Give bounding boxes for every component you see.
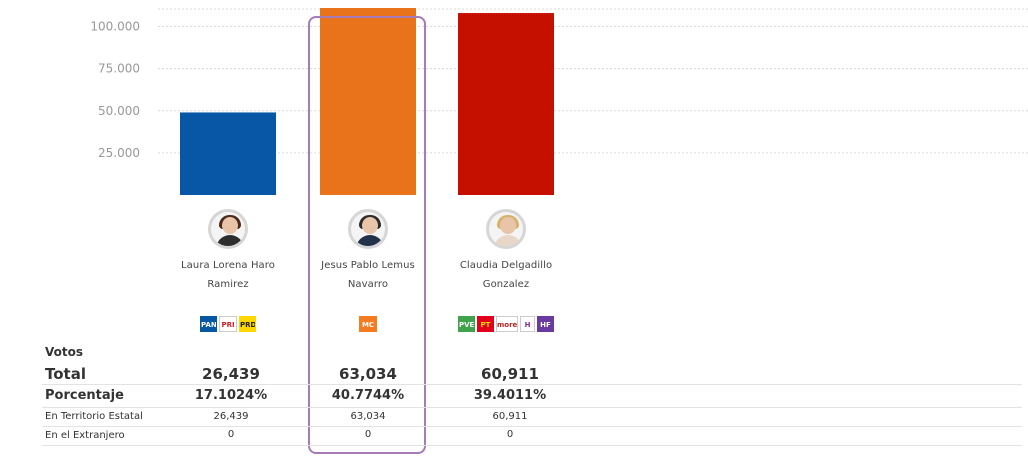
candidate-name-line2: Ramirez (207, 279, 249, 290)
territorio-cell: 26,439 (213, 411, 249, 422)
party-logos: MC (359, 316, 377, 332)
party-logo-pan-icon: PAN (200, 316, 217, 332)
party-logo-hf-icon: HF (537, 316, 554, 332)
candidate-name-line1: Claudia Delgadillo (459, 260, 553, 271)
table-divider (42, 407, 1022, 408)
candidate-photo-woman-dark-hair-icon (208, 209, 248, 249)
party-logo-morena-icon: morena (496, 316, 518, 332)
candidate-name-line2: Navarro (347, 279, 389, 290)
bar-3[interactable] (458, 13, 554, 196)
party-logo-mc-icon: MC (359, 316, 377, 332)
party-logo-pvem-icon: PVEM (458, 316, 475, 332)
candidate-photo-man-icon (348, 209, 388, 249)
bar-1[interactable] (180, 112, 276, 195)
percentage-cell: 40.7744% (331, 388, 405, 403)
extranjero-cell: 0 (364, 429, 372, 440)
extranjero-cell: 0 (227, 429, 235, 440)
party-logo-pri-icon: PRI (219, 316, 237, 332)
percentage-cell: 17.1024% (194, 388, 268, 403)
bar-2[interactable] (320, 8, 416, 195)
territorio-cell: 60,911 (492, 411, 528, 422)
extranjero-label: En el Extranjero (45, 430, 125, 441)
y-tick-label: 50.000 (98, 104, 140, 118)
territorio-cell: 63,034 (350, 411, 386, 422)
candidate-name-line1: Jesus Pablo Lemus (321, 260, 415, 271)
extranjero-cell: 0 (506, 429, 514, 440)
candidate-photo-woman-blonde-icon (486, 209, 526, 249)
bar-chart: 25.000 50.000 75.000 100.000 (90, 8, 1028, 196)
y-tick-label: 75.000 (98, 62, 140, 76)
territorio-label: En Territorio Estatal (45, 411, 143, 422)
party-logos: PAN PRI PRD (200, 316, 256, 332)
porcentaje-label: Porcentaje (45, 388, 124, 403)
table-divider (42, 445, 1022, 446)
total-cell: 63,034 (339, 365, 397, 383)
total-cell: 60,911 (481, 365, 539, 383)
table-divider (42, 384, 1022, 385)
party-logo-prd-icon: PRD (239, 316, 256, 332)
percentage-cell: 39.4011% (473, 388, 547, 403)
winner-highlight-frame (308, 16, 426, 454)
party-logo-h-icon: H (520, 316, 535, 332)
votos-label: Votos (45, 345, 83, 359)
party-logo-pt-icon: PT (477, 316, 494, 332)
candidate-name-line1: Laura Lorena Haro (180, 260, 275, 271)
table-divider (42, 426, 1022, 427)
party-logos: PVEMPTmorenaHHF (458, 316, 554, 332)
total-cell: 26,439 (202, 365, 260, 383)
candidate-name-line2: Gonzalez (482, 279, 530, 290)
y-tick-label: 100.000 (90, 20, 140, 34)
y-tick-label: 25.000 (98, 146, 140, 160)
total-label: Total (45, 365, 86, 383)
